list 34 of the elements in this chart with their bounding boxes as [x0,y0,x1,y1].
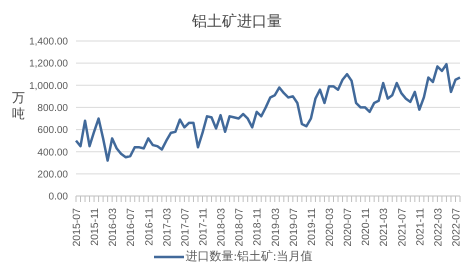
x-tick-label: 2020-07 [342,208,354,247]
y-tick-label: 400.00 [37,147,68,158]
y-tick-label: 1,000.00 [29,80,68,92]
y-tick-label: 200.00 [37,169,68,180]
x-tick-label: 2016-11 [143,208,156,246]
x-tick-label: 2017-11 [197,208,210,246]
x-tick-label: 2017-07 [179,208,192,247]
y-tick-label: 800.00 [37,102,68,114]
x-tick-label: 2022-07 [450,208,462,247]
chart-title: 铝土矿进口量 [191,12,283,31]
x-tick-label: 2018-03 [216,208,228,247]
x-tick-label: 2019-11 [306,208,318,246]
line-series [74,63,462,162]
x-tick-label: 2017-03 [161,208,174,247]
y-tick-label: 1,200.00 [29,58,68,70]
legend-label: 进口数量:铝土矿:当月值 [186,248,312,265]
x-tick-label: 2015-11 [89,208,102,246]
x-tick-label: 2019-07 [288,208,300,247]
y-tick-label: 600.00 [37,125,68,136]
x-tick-label: 2022-03 [432,208,444,247]
x-tick-label: 2018-07 [234,208,246,247]
x-tick-label: 2020-11 [360,208,372,246]
y-axis-title: 万吨 [12,90,26,122]
x-tick-label: 2021-07 [396,208,408,247]
x-tick-label: 2016-03 [107,208,120,247]
x-tick-label: 2019-03 [270,208,282,247]
x-tick-label: 2016-07 [125,208,138,247]
x-tick-label: 2021-03 [378,208,390,247]
x-tick-label: 2015-07 [71,208,83,247]
y-tick-label: 1,400.00 [29,36,68,48]
x-tick-label: 2021-11 [414,208,426,246]
x-tick-label: 2018-11 [252,208,264,246]
y-tick-label: 0.00 [48,192,68,203]
x-tick-label: 2020-03 [324,208,336,247]
